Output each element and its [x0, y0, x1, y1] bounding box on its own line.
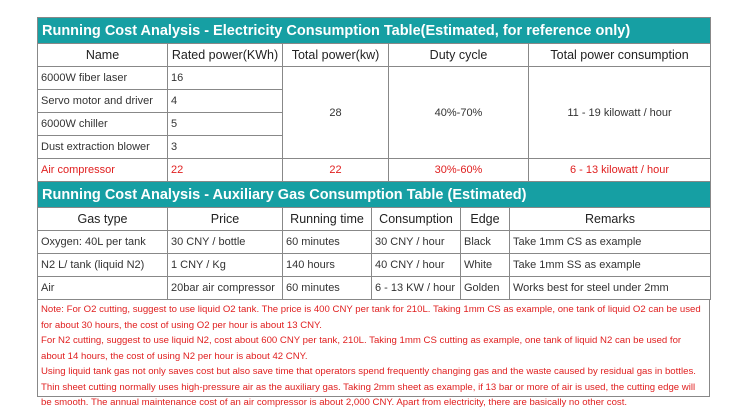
gas-title: Running Cost Analysis - Auxiliary Gas Co…: [37, 181, 711, 208]
header-remarks: Remarks: [509, 207, 711, 231]
table-row-air-compressor: Air compressor 22 22 30%-60% 6 - 13 kilo…: [37, 158, 712, 182]
remarks: Works best for steel under 2mm: [509, 276, 711, 300]
table-row: Servo motor and driver 4: [37, 89, 711, 113]
edge: Golden: [460, 276, 510, 300]
electricity-table: Running Cost Analysis - Electricity Cons…: [36, 17, 712, 182]
header-price: Price: [167, 207, 283, 231]
group-consumption: 11 - 19 kilowatt / hour: [527, 66, 712, 159]
note-liquid-air: Using liquid tank gas not only saves cos…: [41, 366, 696, 408]
electricity-title: Running Cost Analysis - Electricity Cons…: [36, 17, 712, 44]
header-total-power: Total power(kw): [282, 43, 389, 67]
header-name: Name: [37, 43, 168, 67]
consumption: 40 CNY / hour: [371, 253, 461, 277]
gas-type: Oxygen: 40L per tank: [37, 230, 168, 254]
edge: Black: [460, 230, 510, 254]
header-consumption: Consumption: [371, 207, 461, 231]
price: 30 CNY / bottle: [167, 230, 283, 254]
item-name: 6000W chiller: [37, 112, 168, 136]
rated-power: 4: [167, 89, 283, 113]
header-gas-type: Gas type: [37, 207, 168, 231]
cost-analysis: Running Cost Analysis - Electricity Cons…: [36, 17, 712, 408]
note-o2: Note: For O2 cutting, suggest to use liq…: [41, 304, 701, 331]
rated-power: 3: [167, 135, 283, 159]
price: 1 CNY / Kg: [167, 253, 283, 277]
item-name: Air compressor: [37, 158, 168, 182]
edge: White: [460, 253, 510, 277]
price: 20bar air compressor: [167, 276, 283, 300]
remarks: Take 1mm SS as example: [509, 253, 711, 277]
table-row: Oxygen: 40L per tank 30 CNY / bottle 60 mi…: [37, 230, 711, 254]
running-time: 60 minutes: [282, 230, 372, 254]
running-time: 140 hours: [282, 253, 372, 277]
gas-table: Running Cost Analysis - Auxiliary Gas Co…: [37, 181, 711, 300]
total-power: 22: [282, 158, 389, 182]
header-rated-power: Rated power(KWh): [167, 43, 283, 67]
table-row: N2 L/ tank (liquid N2) 1 CNY / Kg 140 hour…: [37, 253, 711, 277]
duty-cycle: 30%-60%: [388, 158, 529, 182]
table-row: Dust extraction blower 3: [37, 135, 711, 159]
item-name: Servo motor and driver: [37, 89, 168, 113]
consumption: 30 CNY / hour: [371, 230, 461, 254]
table-row: Air 20bar air compressor 60 minutes 6 - 13 …: [37, 276, 711, 300]
notes: Note: For O2 cutting, suggest to use liq…: [37, 299, 710, 408]
gas-type: Air: [37, 276, 168, 300]
gas-type: N2 L/ tank (liquid N2): [37, 253, 168, 277]
header-edge: Edge: [460, 207, 510, 231]
header-running-time: Running time: [282, 207, 372, 231]
table-row: 6000W fiber laser 16 28 40%-70% 11 - 19 …: [37, 66, 712, 159]
remarks: Take 1mm CS as example: [509, 230, 711, 254]
group-duty-cycle: 40%-70%: [388, 66, 529, 159]
item-name: Dust extraction blower: [37, 135, 168, 159]
consumption: 6 - 13 kilowatt / hour: [527, 158, 712, 182]
note-n2: For N2 cutting, suggest to use liquid N2…: [41, 335, 682, 362]
header-duty-cycle: Duty cycle: [388, 43, 529, 67]
rated-power: 16: [167, 66, 283, 90]
group-total-power: 28: [282, 66, 389, 159]
rated-power: 22: [167, 158, 283, 182]
running-time: 60 minutes: [282, 276, 372, 300]
header-total-consumption: Total power consumption: [527, 43, 712, 67]
item-name: 6000W fiber laser: [37, 66, 168, 90]
rated-power: 5: [167, 112, 283, 136]
consumption: 6 - 13 KW / hour: [371, 276, 461, 300]
